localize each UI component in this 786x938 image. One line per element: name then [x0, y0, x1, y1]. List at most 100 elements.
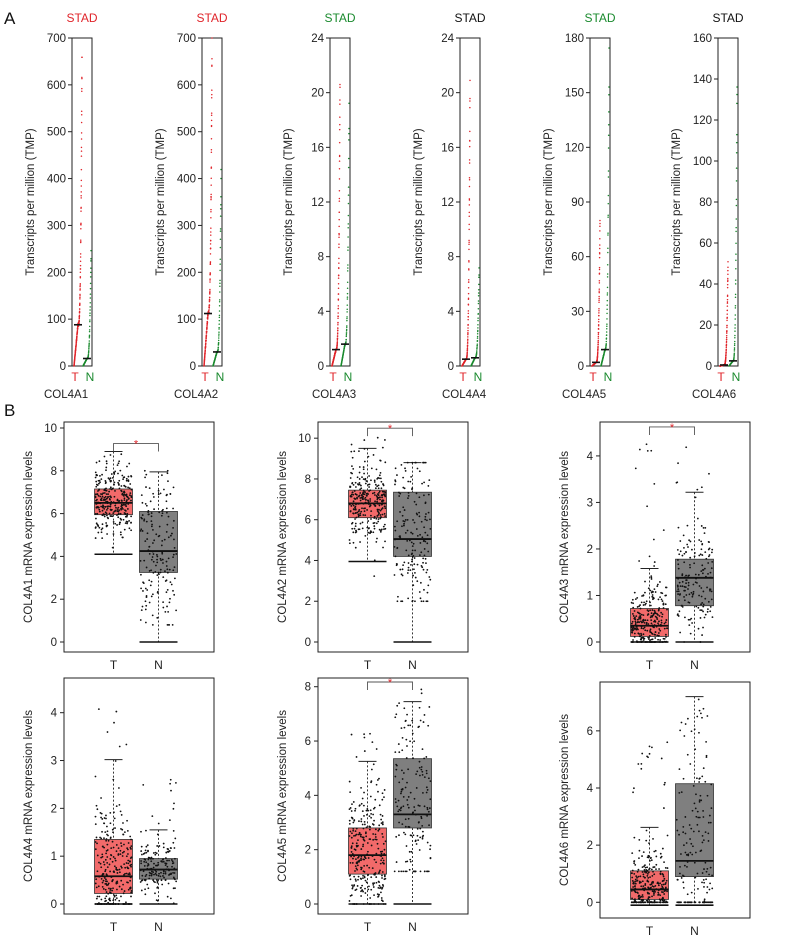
jitter-point-n	[675, 818, 678, 821]
jitter-point-t	[110, 875, 112, 878]
jitter-point-t	[127, 859, 130, 862]
jitter-point-t	[104, 858, 107, 861]
jitter-point-t	[360, 802, 363, 805]
jitter-point-t	[127, 503, 130, 505]
jitter-point-t	[101, 903, 104, 905]
jitter-point-t	[98, 460, 101, 463]
jitter-point-t	[631, 880, 634, 882]
jitter-point-t	[632, 882, 635, 885]
jitter-point-t	[100, 797, 102, 799]
jitter-point-t	[656, 641, 659, 643]
data-point-t	[80, 206, 82, 209]
jitter-point-t	[649, 604, 652, 607]
jitter-point-t	[657, 893, 660, 896]
jitter-point-t	[652, 597, 655, 600]
jitter-point-t	[660, 884, 663, 886]
jitter-point-n	[175, 553, 178, 555]
jitter-point-n	[701, 872, 704, 874]
jitter-point-n	[691, 853, 694, 856]
jitter-point-n	[403, 509, 406, 511]
jitter-point-t	[370, 816, 373, 819]
data-point-n	[88, 345, 90, 348]
jitter-point-t	[660, 619, 663, 622]
data-point-t	[210, 184, 212, 186]
jitter-point-n	[394, 529, 397, 532]
jitter-point-t	[350, 505, 353, 507]
jitter-point-t	[651, 614, 654, 617]
jitter-point-n	[709, 605, 712, 608]
jitter-point-n	[407, 497, 409, 499]
jitter-point-t	[355, 516, 358, 519]
jitter-point-t	[663, 861, 665, 864]
jitter-point-t	[637, 875, 640, 878]
jitter-point-t	[350, 847, 353, 849]
jitter-point-n	[157, 535, 160, 538]
jitter-point-n	[407, 796, 410, 798]
jitter-point-t	[119, 810, 122, 813]
jitter-point-n	[406, 539, 409, 542]
data-point-t	[468, 204, 471, 206]
data-point-t	[210, 231, 212, 233]
jitter-point-t	[650, 619, 653, 622]
jitter-point-t	[106, 731, 109, 733]
jitter-point-t	[634, 891, 637, 894]
jitter-point-t	[350, 493, 353, 496]
jitter-point-n	[683, 546, 685, 549]
jitter-point-t	[373, 515, 376, 518]
jitter-point-t	[112, 856, 115, 858]
data-point-n	[218, 314, 221, 317]
jitter-point-t	[384, 540, 386, 543]
data-point-n	[476, 347, 478, 350]
significance-star: *	[388, 423, 393, 435]
data-point-t	[336, 342, 339, 344]
jitter-point-t	[638, 560, 641, 562]
jitter-point-t	[373, 559, 376, 562]
jitter-point-t	[100, 531, 103, 534]
jitter-point-n	[404, 786, 407, 789]
y-tick-label: 400	[177, 174, 196, 186]
jitter-point-t	[106, 514, 108, 517]
data-point-n	[220, 195, 222, 198]
jitter-point-n	[159, 571, 162, 574]
data-point-n	[347, 186, 350, 188]
data-point-t	[727, 273, 729, 275]
jitter-point-t	[106, 833, 108, 836]
jitter-point-n	[418, 805, 421, 807]
data-point-n	[477, 324, 479, 326]
jitter-point-t	[97, 708, 100, 710]
y-tick-label: 200	[47, 267, 66, 279]
jitter-point-n	[708, 547, 711, 550]
data-point-n	[476, 339, 479, 342]
data-point-t	[80, 197, 82, 199]
jitter-point-t	[118, 787, 120, 789]
x-tick-label: T	[71, 370, 79, 384]
data-point-n	[734, 327, 736, 329]
jitter-point-t	[99, 481, 101, 484]
data-point-t	[337, 307, 340, 310]
jitter-point-t	[122, 518, 125, 521]
jitter-point-t	[654, 849, 657, 852]
jitter-point-n	[145, 504, 148, 507]
data-point-t	[725, 346, 728, 349]
jitter-point-n	[140, 573, 142, 576]
jitter-point-t	[381, 823, 384, 825]
jitter-point-t	[130, 895, 132, 898]
jitter-point-n	[393, 545, 396, 548]
jitter-point-n	[703, 898, 706, 901]
jitter-point-n	[704, 526, 707, 529]
jitter-point-t	[109, 837, 112, 839]
jitter-point-t	[123, 863, 126, 866]
jitter-point-n	[162, 601, 165, 604]
jitter-point-n	[143, 858, 146, 861]
jitter-point-n	[687, 853, 690, 856]
jitter-point-t	[379, 869, 381, 872]
jitter-point-t	[100, 497, 103, 500]
jitter-point-n	[684, 832, 687, 835]
jitter-point-n	[708, 888, 711, 891]
data-point-n	[346, 317, 348, 320]
jitter-point-n	[145, 851, 148, 854]
jitter-point-t	[359, 492, 362, 494]
jitter-point-n	[680, 901, 682, 904]
